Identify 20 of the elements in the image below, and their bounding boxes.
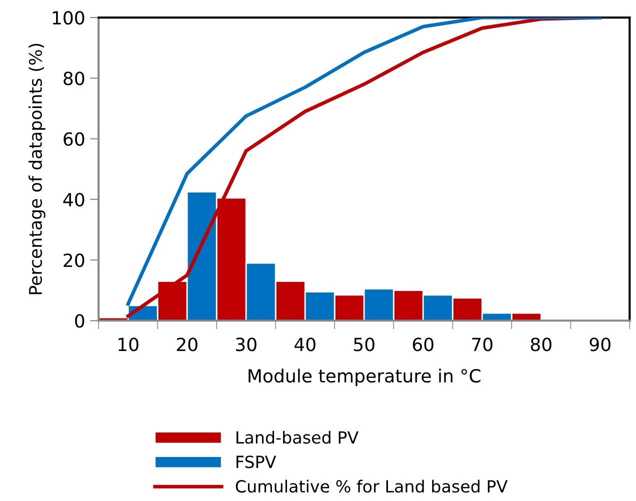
y-axis-title: Percentage of datapoints (%) [28, 44, 46, 294]
legend-label: Land-based PV [236, 430, 358, 444]
x-tick-label: 20 [176, 338, 198, 352]
x-tick-label: 40 [294, 338, 316, 352]
legend-label: Cumulative % for Land based PV [236, 480, 508, 493]
x-tick-label: 80 [530, 338, 552, 352]
y-tick-label: 20 [64, 253, 84, 268]
y-tick-label: 0 [75, 314, 84, 328]
y-tick-label: 80 [64, 72, 84, 86]
x-tick-label: 50 [354, 338, 374, 352]
x-tick-label: 60 [412, 338, 434, 352]
x-tick-label: 70 [472, 338, 492, 352]
x-tick-label: 90 [590, 338, 610, 352]
y-tick-label: 100 [52, 10, 84, 25]
y-tick-label: 60 [64, 132, 84, 146]
x-axis-title: Module temperature in °C [248, 368, 480, 386]
x-tick-label: 30 [236, 338, 256, 352]
y-tick-label: 40 [63, 192, 84, 207]
legend-label: FSPV [236, 456, 276, 468]
x-tick-label: 10 [118, 338, 138, 352]
